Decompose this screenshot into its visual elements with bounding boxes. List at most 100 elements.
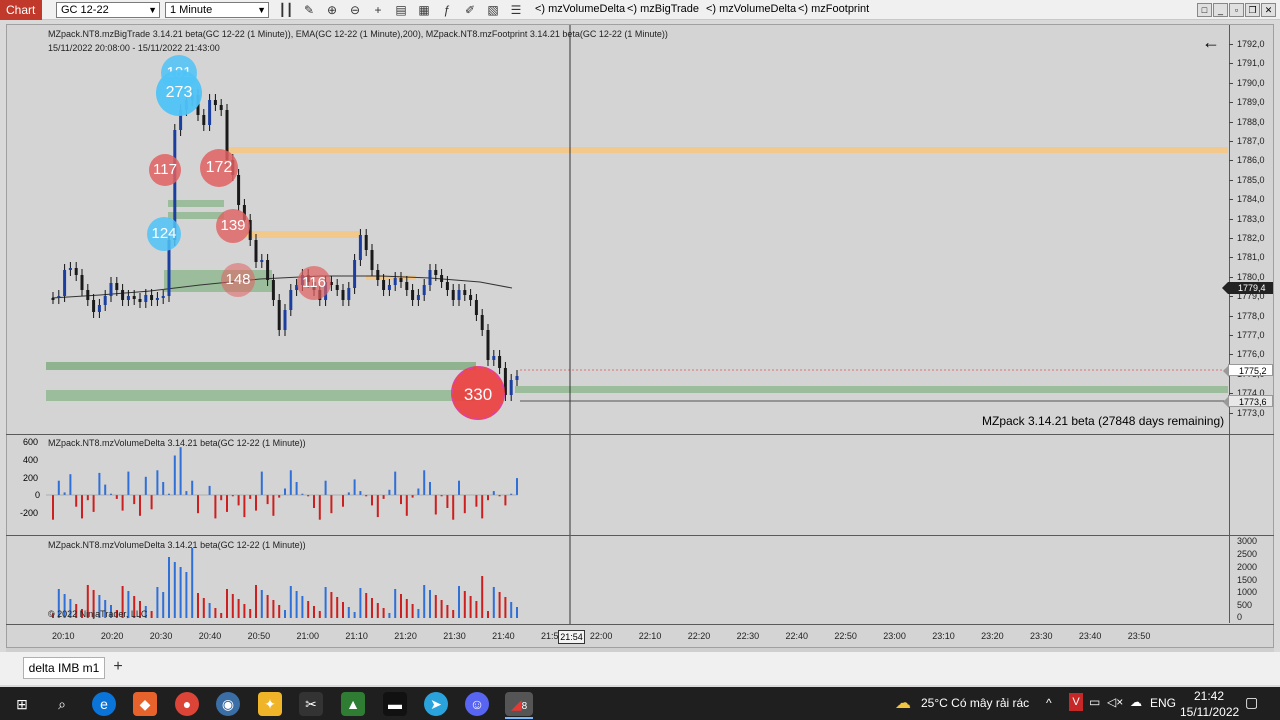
discord-icon[interactable]: ☺: [465, 692, 489, 716]
candle-body: [219, 105, 223, 110]
candle-body: [347, 288, 351, 300]
delta-bar: [63, 492, 66, 495]
weather-icon[interactable]: ☁: [895, 695, 911, 712]
volume-bar: [446, 605, 449, 618]
panel-separator[interactable]: [6, 535, 1274, 536]
ema-line: [51, 275, 513, 299]
delta-tick: 0: [35, 490, 41, 500]
volume-bar: [220, 613, 223, 618]
volume-bar: [469, 596, 472, 618]
app-icon[interactable]: ◉: [216, 692, 240, 716]
zoom-in-icon[interactable]: ⊕: [326, 3, 338, 17]
time-tick-label: 22:00: [589, 631, 613, 641]
pencil-icon[interactable]: ✎: [303, 3, 315, 17]
instrument-select[interactable]: GC 12-22 ▼: [56, 2, 160, 18]
brave-icon[interactable]: ◆: [133, 692, 157, 716]
close-button[interactable]: ✕: [1261, 3, 1276, 17]
bars-icon[interactable]: ┃┃: [278, 3, 294, 17]
tab-delta-imb-m1[interactable]: delta IMB m1: [23, 657, 105, 679]
volume-bar: [86, 585, 89, 618]
horizontal-scrollbar[interactable]: [6, 648, 1274, 652]
draw-tool-icon[interactable]: ✐: [464, 3, 476, 17]
app-icon[interactable]: ▲: [341, 692, 365, 716]
price-tick-label: 1783,0: [1237, 213, 1265, 224]
volume-bar: [272, 600, 275, 618]
volume-icon[interactable]: ◁×: [1107, 695, 1124, 709]
indicator-icon[interactable]: ƒ: [443, 3, 451, 17]
add-tab-icon[interactable]: +: [113, 658, 123, 675]
maximize-button[interactable]: ▫: [1229, 3, 1244, 17]
delta-bar: [295, 482, 298, 495]
indicator-button-2[interactable]: <) mzBigTrade: [627, 3, 700, 15]
candle-body: [364, 235, 368, 250]
candle-body: [86, 290, 90, 300]
template-icon[interactable]: ▧: [487, 3, 499, 17]
volume-bar: [492, 587, 495, 618]
delta-bar: [458, 480, 460, 495]
price-tick-label: 1784,0: [1237, 194, 1265, 205]
back-arrow-icon[interactable]: ←: [1202, 32, 1220, 52]
volume-bar: [307, 601, 310, 618]
notification-icon[interactable]: ▢: [1245, 694, 1259, 710]
delta-bar: [110, 493, 112, 495]
zoom-out-icon[interactable]: ⊖: [349, 3, 361, 17]
app-tray-icon[interactable]: V: [1069, 693, 1083, 711]
volume-bar: [353, 612, 356, 618]
candle-body: [161, 296, 165, 298]
volume-bar: [510, 602, 513, 618]
delta-bar: [127, 471, 130, 495]
delta-bar: [272, 495, 275, 516]
telegram-icon[interactable]: ➤: [424, 692, 448, 716]
chevron-up-icon[interactable]: ^: [1046, 696, 1052, 710]
delta-bar: [173, 455, 176, 495]
clock-time[interactable]: 21:42: [1194, 689, 1225, 703]
candle-body: [283, 310, 287, 330]
volume-bar: [382, 608, 385, 618]
delta-bar: [487, 495, 489, 501]
properties-icon[interactable]: ▤: [395, 3, 407, 17]
extra-button[interactable]: □: [1197, 3, 1212, 17]
volume-bar: [452, 610, 455, 618]
candle-body: [271, 280, 275, 300]
windows-start-icon[interactable]: ⊞: [16, 696, 28, 712]
minimize-button[interactable]: _: [1213, 3, 1228, 17]
restore-button[interactable]: ❐: [1245, 3, 1260, 17]
time-tick-label: 23:40: [1078, 631, 1102, 641]
crosshair-icon[interactable]: +: [374, 3, 382, 17]
delta-bar: [168, 493, 170, 495]
candle-body: [474, 300, 478, 315]
capcut-icon[interactable]: ✂: [299, 692, 323, 716]
interval-select[interactable]: 1 Minute ▼: [165, 2, 269, 18]
volume-bar: [127, 591, 130, 618]
edge-icon[interactable]: e: [92, 692, 116, 716]
network-icon[interactable]: ▭: [1089, 695, 1101, 709]
delta-bar: [98, 472, 101, 495]
candle-body: [126, 296, 130, 300]
onedrive-icon[interactable]: ☁: [1130, 695, 1142, 709]
clock-date[interactable]: 15/11/2022: [1180, 705, 1240, 719]
list-icon[interactable]: ☰: [510, 3, 522, 17]
language-indicator[interactable]: ENG: [1150, 696, 1177, 710]
app-icon[interactable]: ✦: [258, 692, 282, 716]
chart-area[interactable]: [6, 24, 1274, 648]
volume-bar: [92, 590, 95, 618]
strategy-icon[interactable]: ▦: [418, 3, 430, 17]
ninjatrader-icon[interactable]: ◢8: [505, 692, 533, 716]
indicator-button-3[interactable]: <) mzVolumeDelta: [706, 3, 797, 15]
volume-bar: [255, 585, 257, 618]
chrome-icon[interactable]: ●: [175, 692, 199, 716]
delta-bar: [214, 495, 217, 519]
app-icon[interactable]: ▬: [383, 692, 407, 716]
indicator-button-1[interactable]: <) mzVolumeDelta: [535, 3, 626, 15]
indicator-button-4[interactable]: <) mzFootprint: [798, 3, 870, 15]
delta-bar: [504, 495, 507, 506]
panel-separator[interactable]: [6, 434, 1274, 435]
candle-body: [295, 285, 299, 290]
search-icon[interactable]: ⌕: [58, 696, 66, 712]
candle-body: [277, 300, 281, 330]
weather-text[interactable]: 25°C Có mây rải rác: [921, 696, 1030, 710]
chart-title: Chart: [0, 0, 42, 20]
time-tick-label: 22:50: [834, 631, 857, 641]
volume-bar: [115, 610, 118, 618]
delta-bar: [429, 482, 431, 495]
